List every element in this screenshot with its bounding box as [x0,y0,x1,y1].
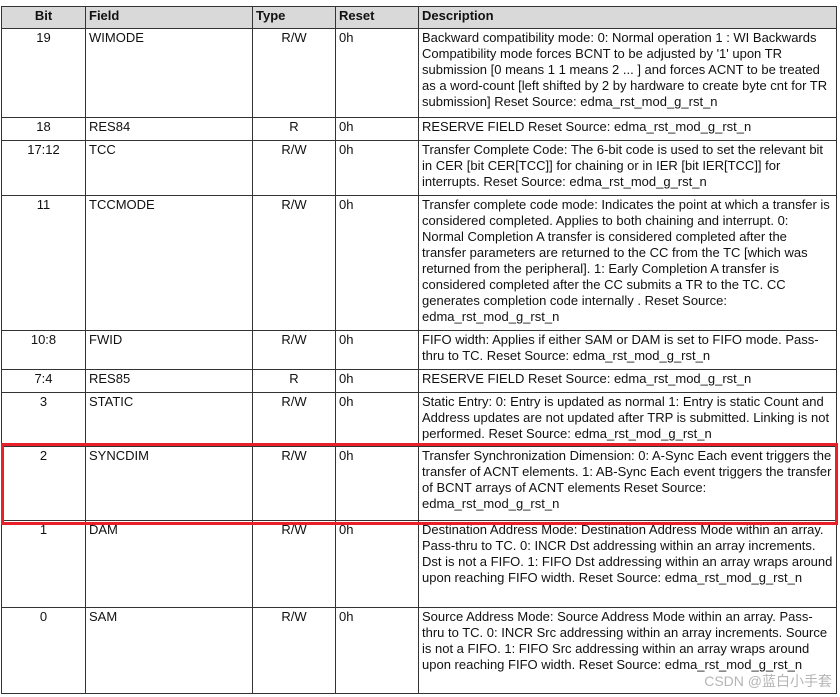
field-cell: FWID [85,330,253,370]
header-type: Type [252,6,336,29]
description-cell: Destination Address Mode: Destination Ad… [418,520,837,608]
table-row: 17:12 TCC R/W 0h Transfer Complete Code: The… [1,140,837,196]
reset-cell: 0h [335,392,419,447]
type-cell: R [252,117,336,141]
bit-cell: 10:8 [1,330,86,370]
table-row: 1 DAM R/W 0h Destination Address Mode: Desti… [1,520,837,608]
reset-cell: 0h [335,369,419,393]
table-row: 3 STATIC R/W 0h Static Entry: 0: Entry is up… [1,392,837,447]
description-cell: RESERVE FIELD Reset Source: edma_rst_mod… [418,369,837,393]
type-cell: R/W [252,446,336,521]
watermark: CSDN @蓝白小手套 [704,673,832,689]
type-cell: R/W [252,607,336,694]
table-row: 18 RES84 R 0h RESERVE FIELD Reset Source: ed… [1,117,837,141]
bit-cell: 2 [1,446,86,521]
description-cell: Transfer Synchronization Dimension: 0: A… [418,446,837,521]
type-cell: R/W [252,140,336,196]
type-cell: R/W [252,392,336,447]
table-row: 19 WIMODE R/W 0h Backward compatibility mode… [1,28,837,118]
header-description: Description [418,6,837,29]
field-cell: TCC [85,140,253,196]
register-field-table: Bit Field Type Reset Description 19 WIMOD… [1,6,837,694]
bit-cell: 11 [1,195,86,331]
reset-cell: 0h [335,140,419,196]
reset-cell: 0h [335,28,419,118]
header-field: Field [85,6,253,29]
field-cell: STATIC [85,392,253,447]
description-cell: Backward compatibility mode: 0: Normal o… [418,28,837,118]
bit-cell: 0 [1,607,86,694]
field-cell: SAM [85,607,253,694]
description-cell: Transfer Complete Code: The 6-bit code i… [418,140,837,196]
field-cell: WIMODE [85,28,253,118]
header-reset: Reset [335,6,419,29]
reset-cell: 0h [335,446,419,521]
type-cell: R [252,369,336,393]
reset-cell: 0h [335,195,419,331]
type-cell: R/W [252,330,336,370]
bit-cell: 3 [1,392,86,447]
description-cell: Static Entry: 0: Entry is updated as nor… [418,392,837,447]
reset-cell: 0h [335,607,419,694]
description-cell: Transfer complete code mode: Indicates t… [418,195,837,331]
field-cell: RES85 [85,369,253,393]
bit-cell: 18 [1,117,86,141]
header-bit: Bit [1,6,86,29]
field-cell: TCCMODE [85,195,253,331]
field-cell: RES84 [85,117,253,141]
bit-cell: 1 [1,520,86,608]
description-cell: RESERVE FIELD Reset Source: edma_rst_mod… [418,117,837,141]
field-cell: DAM [85,520,253,608]
type-cell: R/W [252,28,336,118]
field-cell: SYNCDIM [85,446,253,521]
header-row: Bit Field Type Reset Description [1,6,837,29]
reset-cell: 0h [335,330,419,370]
table-row: 2 SYNCDIM R/W 0h Transfer Synchronization Di… [1,446,837,521]
table-row: 11 TCCMODE R/W 0h Transfer complete code mod… [1,195,837,331]
table-row: 0 SAM R/W 0h Source Address Mode: Source Add… [1,607,837,694]
table-row: 10:8 FWID R/W 0h FIFO width: Applies if eith… [1,330,837,370]
table-row: 7:4 RES85 R 0h RESERVE FIELD Reset Source: e… [1,369,837,393]
description-cell: Source Address Mode: Source Address Mode… [418,607,837,694]
bit-cell: 17:12 [1,140,86,196]
reset-cell: 0h [335,117,419,141]
description-cell: FIFO width: Applies if either SAM or DAM… [418,330,837,370]
type-cell: R/W [252,520,336,608]
reset-cell: 0h [335,520,419,608]
bit-cell: 19 [1,28,86,118]
type-cell: R/W [252,195,336,331]
bit-cell: 7:4 [1,369,86,393]
